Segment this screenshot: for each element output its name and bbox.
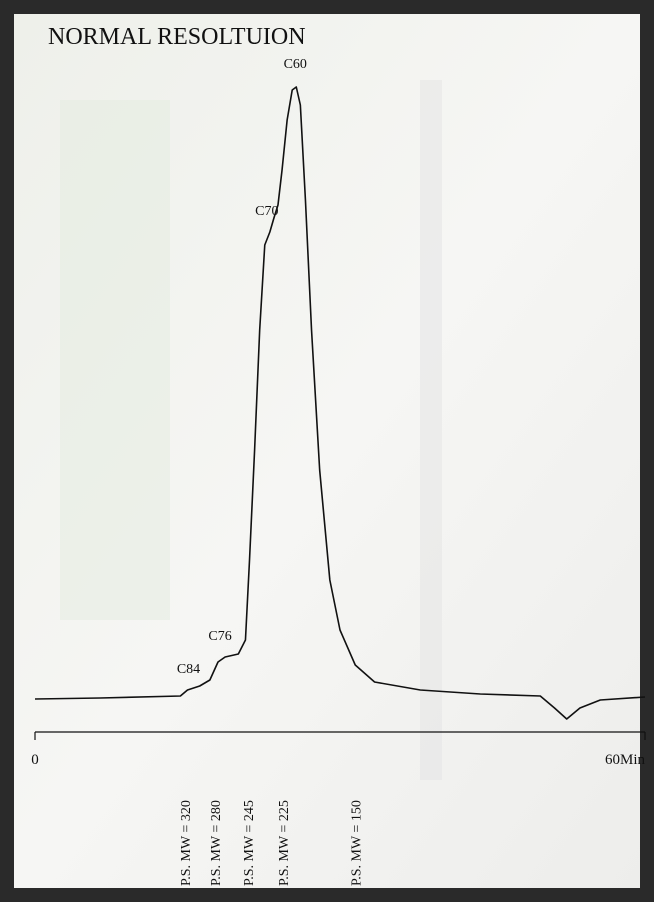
- mw-label: P.S. MW = 225: [277, 800, 292, 886]
- mw-label: P.S. MW = 320: [179, 800, 194, 886]
- mw-label: P.S. MW = 245: [242, 800, 257, 886]
- trace-line: [34, 86, 646, 720]
- x-tick-label: 0: [31, 752, 39, 768]
- peak-label: C70: [255, 204, 278, 219]
- background-shape: [420, 80, 442, 780]
- background-shape: [60, 100, 170, 620]
- mw-label: P.S. MW = 150: [349, 800, 364, 886]
- chart-title: NORMAL RESOLTUION: [48, 24, 306, 50]
- x-tick-label: 60Min: [605, 752, 646, 768]
- peak-label: C76: [208, 629, 231, 644]
- peak-label: C84: [177, 662, 200, 677]
- mw-label: P.S. MW = 280: [209, 800, 224, 886]
- peak-label: C60: [284, 57, 307, 72]
